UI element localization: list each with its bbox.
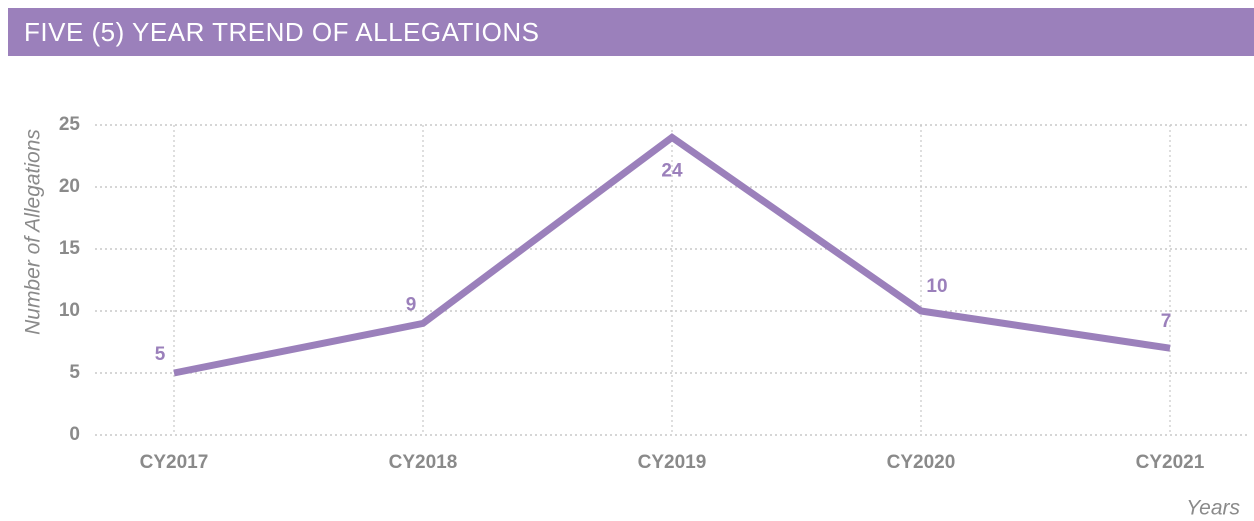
y-tick-label: 0 [69, 424, 80, 445]
data-label: 7 [1161, 311, 1172, 332]
data-label: 5 [155, 344, 166, 365]
y-tick-label: 25 [59, 114, 81, 135]
x-axis-title: Years [1186, 497, 1240, 520]
data-line [173, 133, 1171, 377]
data-label: 24 [661, 160, 683, 181]
data-label: 9 [406, 294, 417, 315]
title-banner [8, 8, 1254, 56]
y-tick-label: 10 [59, 300, 80, 321]
x-tick-label: CY2020 [887, 452, 956, 473]
x-tick-label: CY2021 [1136, 452, 1205, 473]
x-tick-label: CY2018 [389, 452, 458, 473]
x-tick-label: CY2019 [638, 452, 707, 473]
x-tick-label: CY2017 [140, 452, 209, 473]
y-tick-label: 5 [69, 362, 80, 383]
y-axis-title: Number of Allegations [22, 129, 45, 335]
y-tick-label: 15 [59, 238, 81, 259]
y-tick-label: 20 [59, 176, 80, 197]
chart-title: FIVE (5) YEAR TREND OF ALLEGATIONS [24, 17, 539, 47]
data-label: 10 [926, 276, 947, 297]
